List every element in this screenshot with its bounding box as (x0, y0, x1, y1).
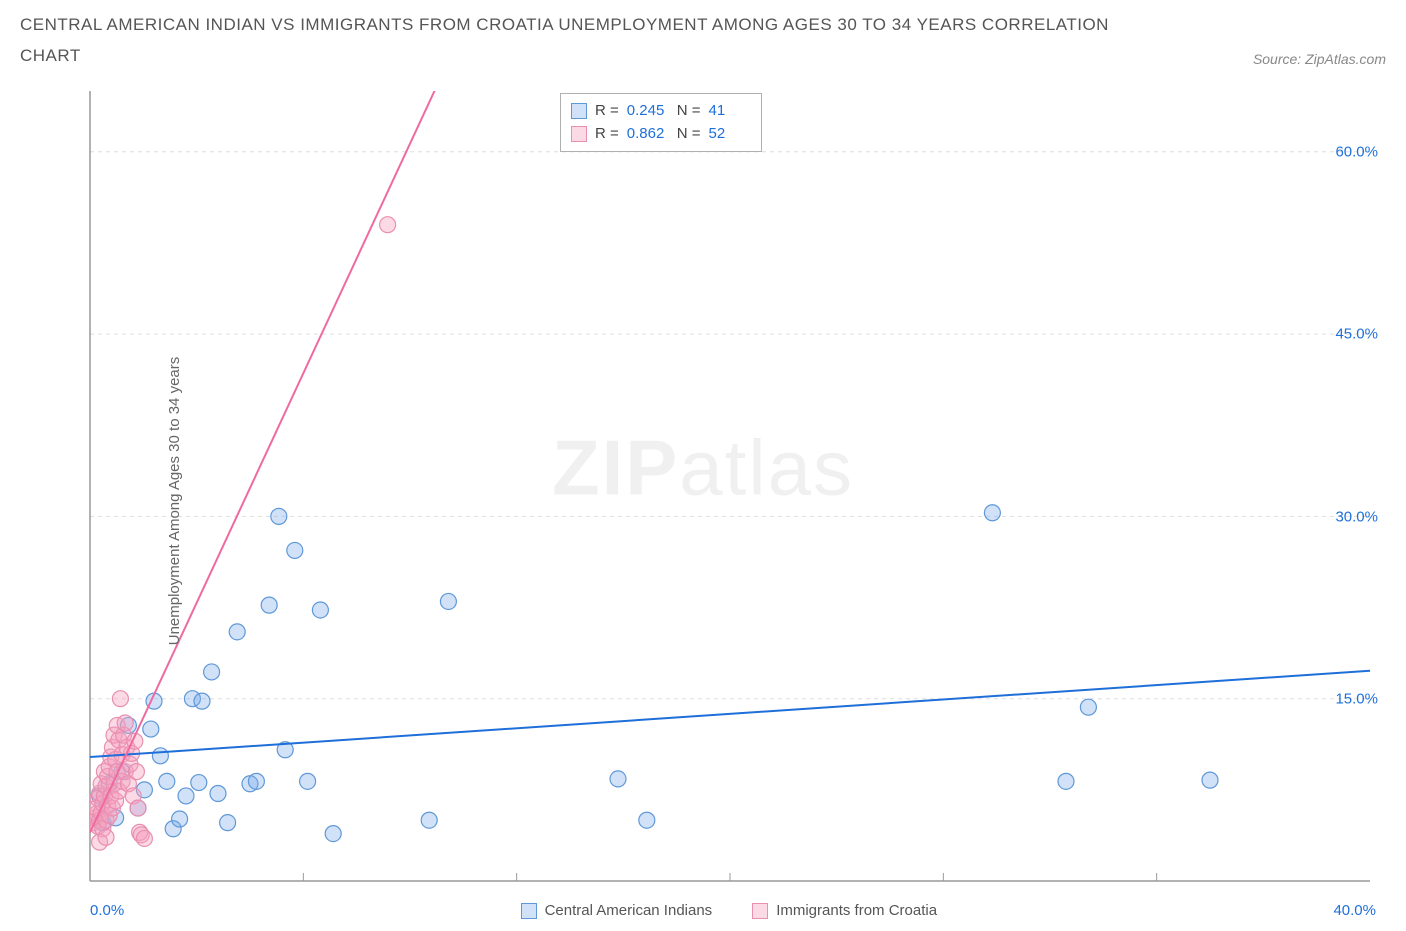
n-value: 52 (709, 123, 751, 146)
n-label: N = (677, 123, 701, 146)
legend-swatch (521, 903, 537, 919)
n-value: 41 (709, 100, 751, 123)
legend-label: Immigrants from Croatia (776, 902, 937, 919)
r-label: R = (595, 123, 619, 146)
stats-row: R = 0.245 N = 41 (571, 100, 751, 123)
legend-swatch (752, 903, 768, 919)
y-tick-label: 45.0% (1335, 326, 1378, 343)
scatter-plot (20, 81, 1386, 921)
legend-swatch (571, 103, 587, 119)
y-tick-label: 30.0% (1335, 508, 1378, 525)
y-axis-label: Unemployment Among Ages 30 to 34 years (166, 357, 183, 646)
r-label: R = (595, 100, 619, 123)
legend-swatch (571, 126, 587, 142)
y-tick-label: 15.0% (1335, 690, 1378, 707)
series-legend: Central American Indians Immigrants from … (124, 902, 1333, 919)
chart-container: Unemployment Among Ages 30 to 34 years Z… (20, 81, 1386, 921)
x-min-label: 0.0% (90, 902, 124, 919)
stats-box: R = 0.245 N = 41R = 0.862 N = 52 (560, 93, 762, 152)
x-max-label: 40.0% (1333, 902, 1376, 919)
r-value: 0.862 (627, 123, 669, 146)
legend-label: Central American Indians (545, 902, 713, 919)
legend-item: Immigrants from Croatia (752, 902, 937, 919)
chart-title: CENTRAL AMERICAN INDIAN VS IMMIGRANTS FR… (20, 10, 1120, 71)
x-axis-legend: 0.0% Central American Indians Immigrants … (20, 902, 1386, 919)
y-tick-label: 60.0% (1335, 143, 1378, 160)
r-value: 0.245 (627, 100, 669, 123)
legend-item: Central American Indians (521, 902, 713, 919)
stats-row: R = 0.862 N = 52 (571, 123, 751, 146)
source-label: Source: ZipAtlas.com (1253, 51, 1386, 71)
n-label: N = (677, 100, 701, 123)
